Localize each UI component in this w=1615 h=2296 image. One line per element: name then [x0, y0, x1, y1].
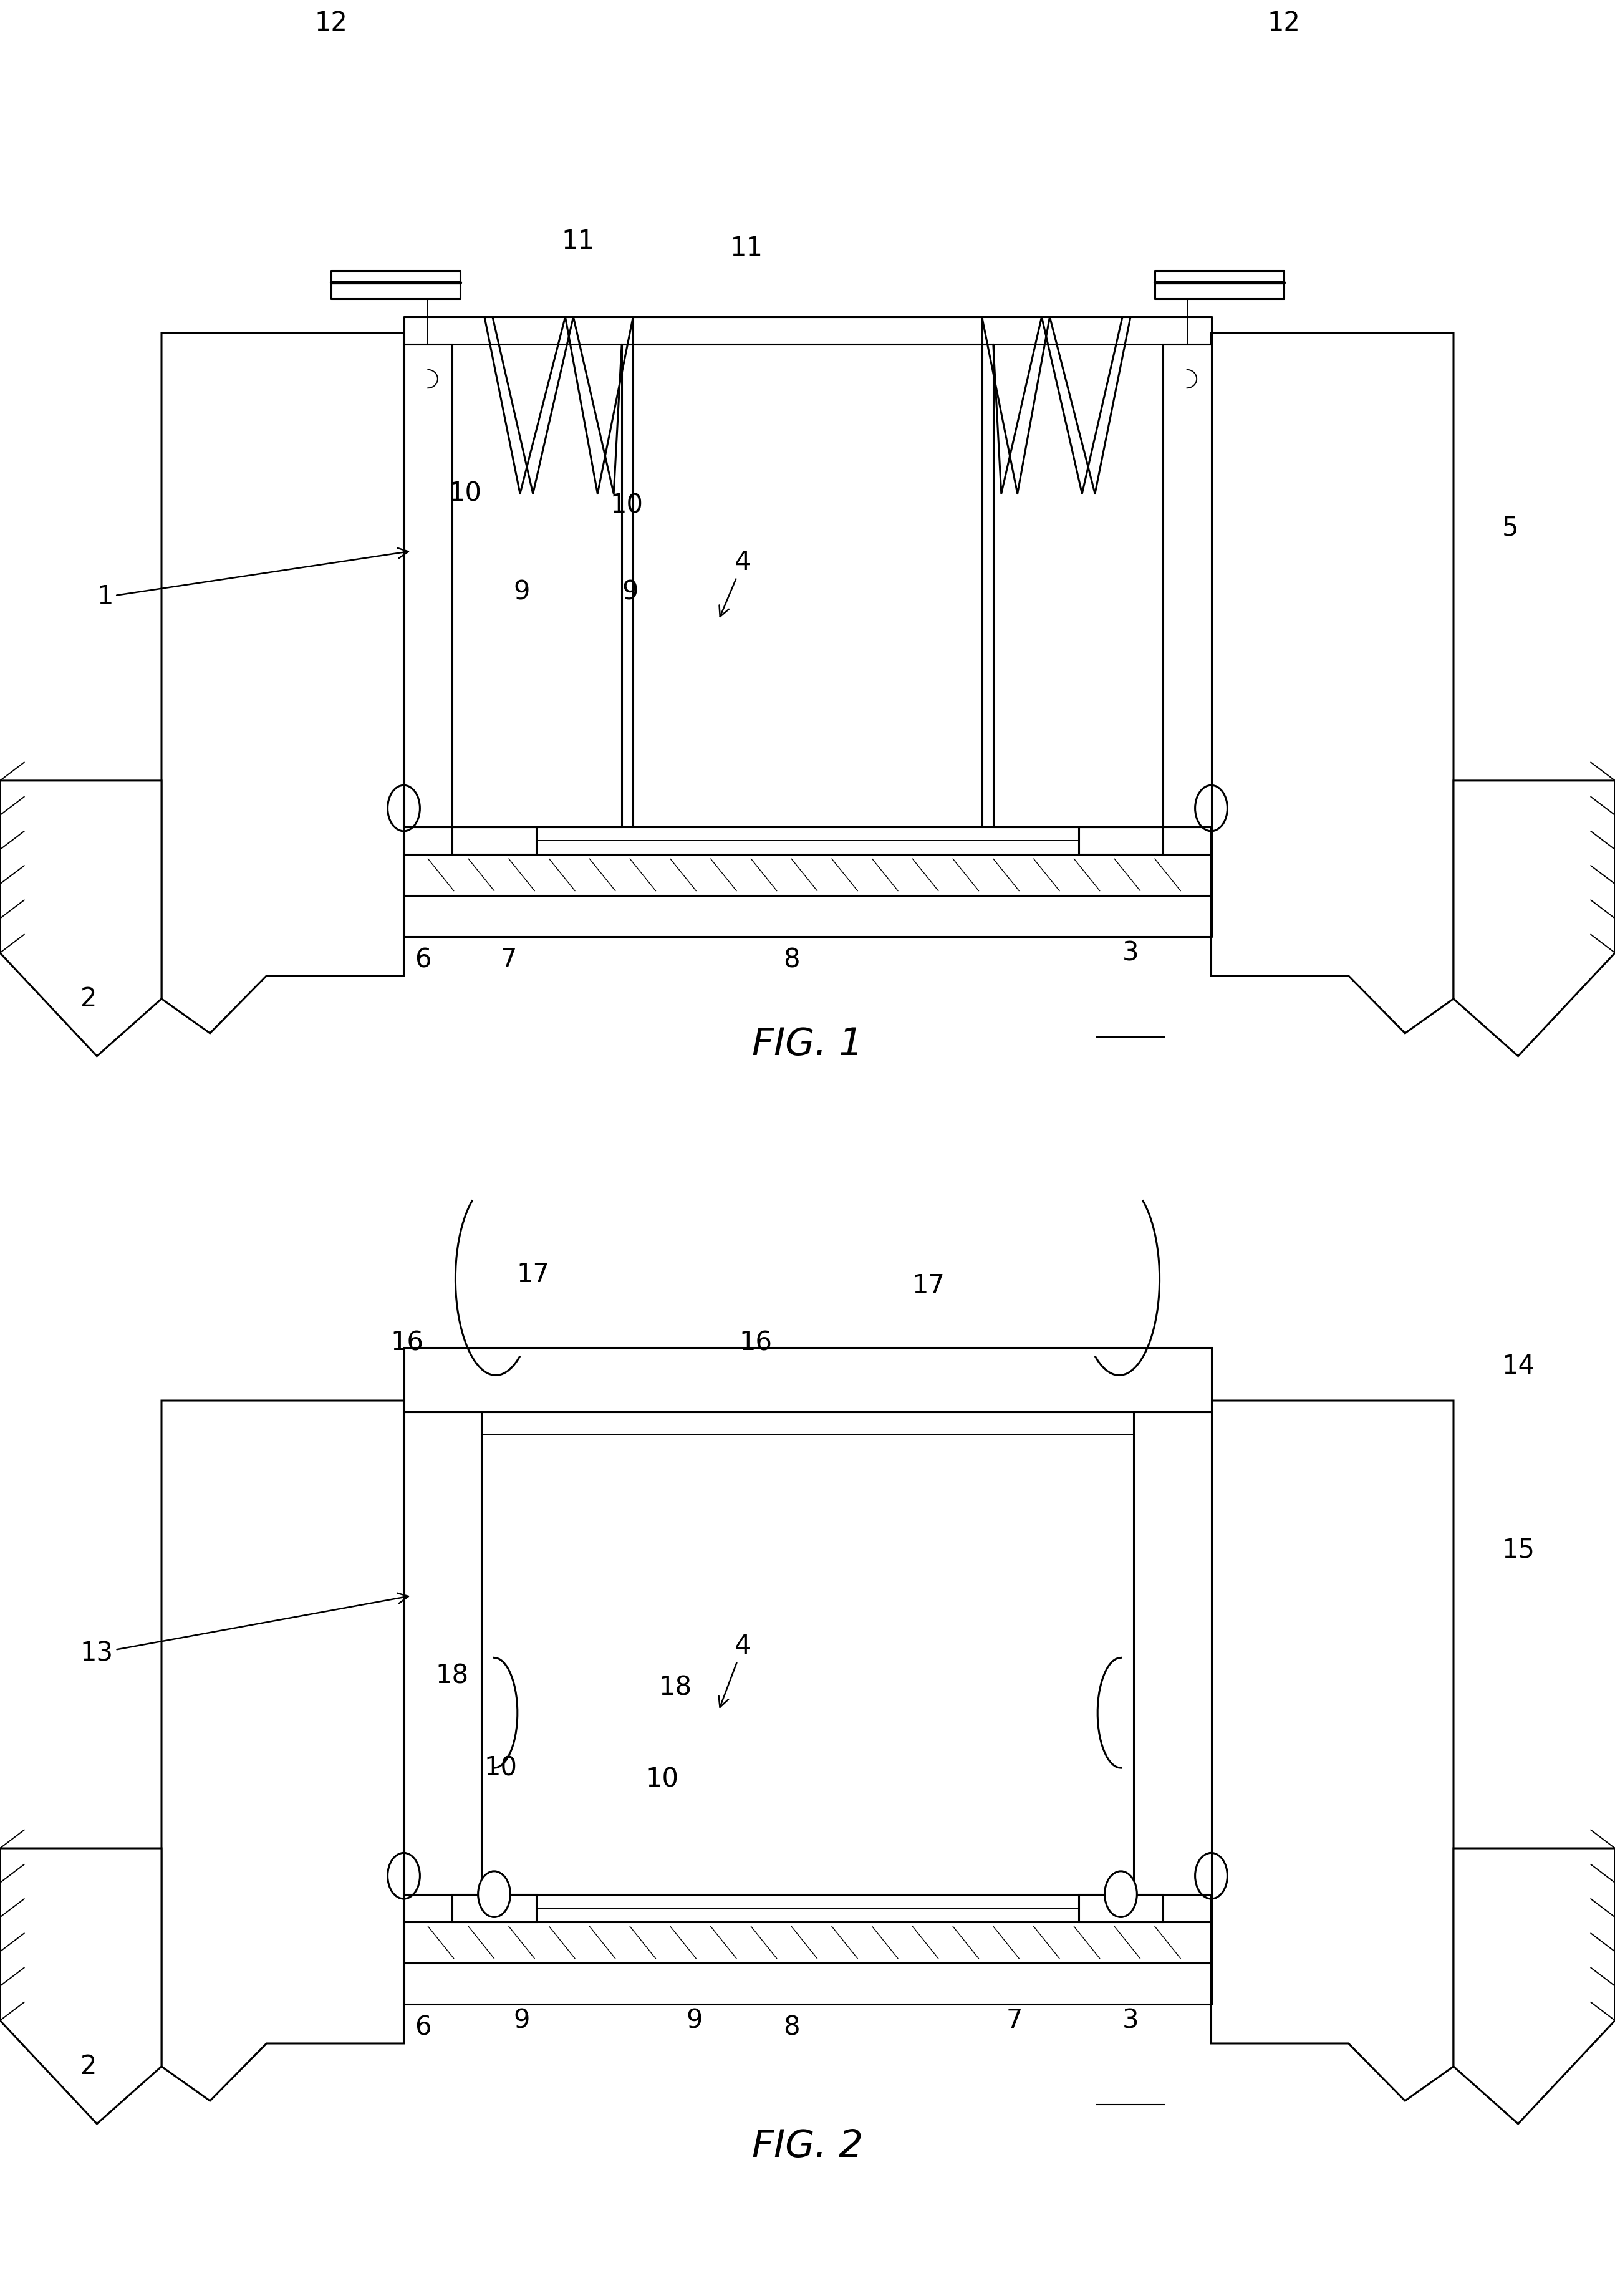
Bar — [404, 1348, 1211, 1412]
Text: 10: 10 — [646, 1766, 678, 1793]
Polygon shape — [162, 333, 404, 1033]
Bar — [404, 1348, 1211, 1412]
Text: 12: 12 — [1268, 9, 1300, 37]
Text: 15: 15 — [1502, 1536, 1534, 1564]
Text: 3: 3 — [1122, 939, 1139, 967]
Text: 9: 9 — [686, 2007, 703, 2034]
Polygon shape — [1454, 781, 1615, 1056]
Text: 5: 5 — [1502, 514, 1518, 542]
Text: 14: 14 — [1502, 1352, 1534, 1380]
Text: 7: 7 — [1006, 2007, 1022, 2034]
Text: 17: 17 — [912, 1272, 945, 1300]
Text: 10: 10 — [610, 491, 643, 519]
Polygon shape — [1163, 344, 1211, 827]
Text: 3: 3 — [1122, 2007, 1139, 2034]
Text: 4: 4 — [719, 1632, 751, 1708]
Text: 4: 4 — [719, 549, 751, 618]
Text: 16: 16 — [740, 1329, 772, 1357]
Text: 16: 16 — [391, 1329, 423, 1357]
Text: 13: 13 — [81, 1593, 409, 1667]
Polygon shape — [452, 1894, 536, 1922]
Polygon shape — [1454, 1848, 1615, 2124]
Polygon shape — [1079, 1894, 1163, 1922]
Circle shape — [1105, 1871, 1137, 1917]
Text: 11: 11 — [730, 234, 762, 262]
Text: FIG. 2: FIG. 2 — [753, 2128, 862, 2165]
Text: 9: 9 — [514, 579, 530, 606]
Text: 18: 18 — [436, 1662, 468, 1690]
Text: 6: 6 — [415, 946, 431, 974]
Text: 12: 12 — [315, 9, 347, 37]
Polygon shape — [1211, 1401, 1454, 2101]
Text: 9: 9 — [514, 2007, 530, 2034]
Polygon shape — [1211, 333, 1454, 1033]
Polygon shape — [404, 344, 452, 827]
Text: 6: 6 — [415, 2014, 431, 2041]
Text: 18: 18 — [659, 1674, 691, 1701]
Polygon shape — [1134, 1412, 1211, 1894]
Text: 8: 8 — [783, 2014, 799, 2041]
Polygon shape — [404, 1412, 481, 1894]
Text: FIG. 1: FIG. 1 — [753, 1026, 862, 1063]
Polygon shape — [162, 1401, 404, 2101]
Text: 11: 11 — [562, 227, 594, 255]
Text: 2: 2 — [81, 2053, 97, 2080]
Text: 17: 17 — [517, 1261, 549, 1288]
Text: 10: 10 — [449, 480, 481, 507]
Text: 2: 2 — [81, 985, 97, 1013]
Polygon shape — [0, 781, 162, 1056]
Text: 10: 10 — [484, 1754, 517, 1782]
Text: 7: 7 — [501, 946, 517, 974]
Text: 9: 9 — [622, 579, 638, 606]
Text: 8: 8 — [783, 946, 799, 974]
Text: 1: 1 — [97, 549, 409, 611]
Circle shape — [478, 1871, 510, 1917]
Polygon shape — [0, 1848, 162, 2124]
